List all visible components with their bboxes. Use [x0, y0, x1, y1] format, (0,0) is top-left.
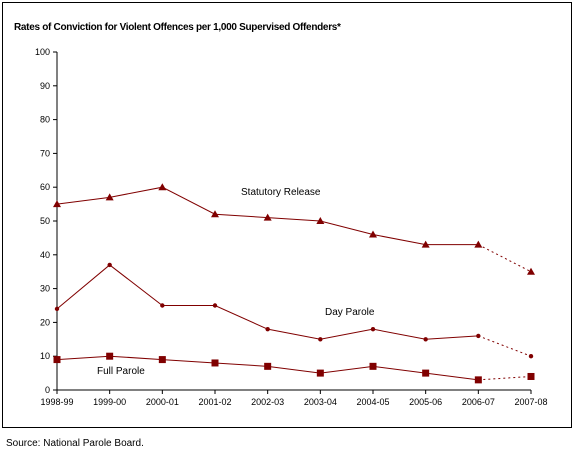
data-point: [53, 200, 61, 208]
y-tick-label: 70: [40, 148, 50, 158]
data-point: [212, 303, 218, 308]
data-point: [474, 240, 483, 248]
y-tick-label: 50: [40, 216, 50, 226]
data-point: [318, 337, 323, 342]
data-point: [107, 262, 112, 268]
x-tick-label: 2001-02: [198, 397, 231, 407]
data-point: [158, 183, 167, 191]
x-tick-label: 1998-99: [40, 397, 73, 407]
y-tick-label: 10: [40, 351, 50, 361]
y-tick-label: 0: [45, 385, 50, 395]
data-point: [263, 213, 272, 221]
series-line-projected: [478, 244, 532, 273]
data-point: [369, 362, 377, 370]
data-point: [476, 333, 481, 339]
data-point: [106, 352, 114, 360]
x-tick-label: 2002-03: [251, 397, 284, 407]
data-point: [105, 193, 114, 201]
series-label: Day Parole: [325, 307, 375, 318]
series-line-projected: [478, 375, 532, 381]
y-tick-label: 80: [40, 115, 50, 125]
series-line-projected: [478, 335, 532, 357]
data-point: [54, 306, 60, 312]
x-tick-label: 1999-00: [93, 397, 126, 407]
data-point: [369, 230, 377, 238]
data-point: [370, 326, 376, 332]
y-tick-label: 40: [40, 250, 50, 260]
y-tick-label: 60: [40, 182, 50, 192]
data-point: [527, 267, 535, 275]
y-tick-label: 20: [40, 317, 50, 327]
data-point: [265, 326, 270, 332]
series-label: Full Parole: [97, 366, 145, 377]
data-point: [211, 210, 219, 218]
data-point: [528, 354, 534, 359]
data-point: [264, 362, 272, 370]
data-point: [421, 240, 430, 248]
y-tick-label: 100: [35, 47, 50, 57]
data-point: [423, 337, 428, 342]
source-note: Source: National Parole Board.: [6, 438, 144, 449]
data-point: [53, 356, 61, 364]
data-point: [316, 369, 324, 377]
x-tick-label: 2007-08: [514, 397, 547, 407]
x-tick-label: 2000-01: [146, 397, 179, 407]
x-tick-label: 2006-07: [462, 397, 495, 407]
series-label: Statutory Release: [241, 187, 321, 198]
data-point: [527, 372, 535, 380]
x-tick-label: 2004-05: [356, 397, 389, 407]
data-point: [422, 369, 430, 377]
chart-title: Rates of Conviction for Violent Offences…: [14, 22, 341, 33]
y-tick-label: 30: [40, 284, 50, 294]
x-tick-label: 2003-04: [304, 397, 337, 407]
data-point: [158, 356, 166, 364]
data-point: [160, 303, 165, 308]
y-tick-label: 90: [40, 81, 50, 91]
data-point: [316, 217, 325, 224]
data-point: [474, 376, 482, 384]
data-point: [211, 359, 219, 367]
x-tick-label: 2005-06: [409, 397, 442, 407]
